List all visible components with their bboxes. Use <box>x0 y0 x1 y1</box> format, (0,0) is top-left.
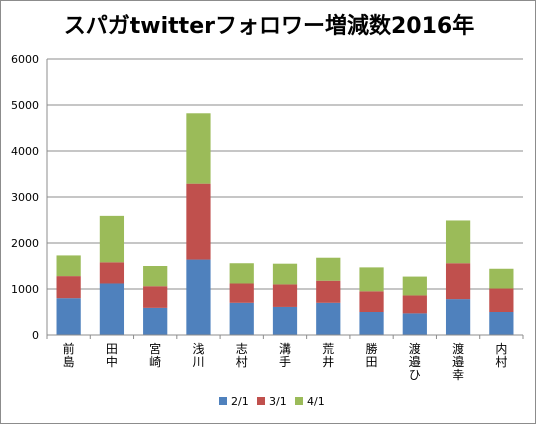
x-tick-label: 田中 <box>106 342 118 369</box>
bar-segment-3-1-0 <box>56 276 81 299</box>
legend-swatch-4-1 <box>295 397 303 405</box>
bar-segment-2-1-2 <box>143 307 168 335</box>
legend-label-4-1: 4/1 <box>307 395 325 408</box>
bar-segment-4-1-6 <box>316 257 341 281</box>
bars <box>56 113 514 335</box>
legend: 2/1 3/1 4/1 <box>219 395 325 408</box>
bar-segment-4-1-0 <box>56 255 81 277</box>
x-tick-label: 渡邉ひ <box>409 341 421 382</box>
bar-segment-4-1-10 <box>489 268 514 289</box>
bar-segment-3-1-2 <box>143 286 168 308</box>
chart-title: スパガtwitterフォロワー増減数2016年 <box>64 13 474 39</box>
legend-label-3-1: 3/1 <box>269 395 287 408</box>
bar-segment-2-1-4 <box>229 302 254 335</box>
x-tick-label: 荒井 <box>322 342 334 369</box>
x-axis: 前島 田中 宮崎 浅川 志村 溝手 荒井 勝田 渡邉ひ 渡邉幸 内村 <box>46 334 524 382</box>
bar-segment-4-1-7 <box>359 267 384 292</box>
bar-segment-2-1-7 <box>359 312 384 335</box>
bar-segment-2-1-5 <box>272 306 298 335</box>
bar-segment-4-1-9 <box>445 220 471 264</box>
bar-segment-3-1-4 <box>229 283 254 303</box>
bar-segment-3-1-7 <box>359 291 384 312</box>
bar-segment-2-1-8 <box>402 313 427 335</box>
bar-segment-2-1-0 <box>56 298 81 335</box>
bar-segment-2-1-6 <box>316 302 341 335</box>
y-tick-label: 3000 <box>11 191 39 204</box>
bar-segment-3-1-9 <box>445 263 471 300</box>
bar-segment-4-1-5 <box>272 263 298 285</box>
x-tick-label: 勝田 <box>366 341 378 369</box>
legend-label-2-1: 2/1 <box>231 395 249 408</box>
bar-segment-4-1-3 <box>186 113 211 184</box>
bar-segment-4-1-8 <box>402 276 427 296</box>
y-tick-label: 6000 <box>11 53 39 66</box>
bar-segment-3-1-8 <box>402 295 427 314</box>
x-tick-label: 浅川 <box>192 342 204 369</box>
x-tick-label: 志村 <box>236 342 248 369</box>
y-tick-label: 4000 <box>11 145 39 158</box>
y-axis: 0 1000 2000 3000 4000 5000 6000 <box>11 53 48 342</box>
bar-segment-3-1-6 <box>316 280 341 303</box>
bar-segment-4-1-1 <box>99 215 125 263</box>
bar-segment-2-1-10 <box>489 312 514 335</box>
bar-segment-4-1-4 <box>229 263 254 284</box>
x-tick-label: 宮崎 <box>149 341 161 369</box>
bar-segment-2-1-9 <box>445 299 471 335</box>
bar-segment-2-1-3 <box>186 259 211 335</box>
x-tick-label: 溝手 <box>279 342 291 369</box>
bar-segment-4-1-2 <box>143 266 168 287</box>
bar-segment-3-1-10 <box>489 288 514 312</box>
y-tick-label: 0 <box>32 329 39 342</box>
bar-segment-2-1-1 <box>99 283 125 335</box>
x-tick-label: 渡邉幸 <box>452 341 464 382</box>
bar-segment-3-1-3 <box>186 183 211 260</box>
bar-segment-3-1-5 <box>272 284 298 307</box>
gridlines <box>47 58 523 336</box>
y-tick-label: 1000 <box>11 283 39 296</box>
y-tick-label: 2000 <box>11 237 39 250</box>
legend-swatch-2-1 <box>219 397 227 405</box>
x-tick-label: 前島 <box>63 341 75 369</box>
y-tick-label: 5000 <box>11 99 39 112</box>
legend-swatch-3-1 <box>257 397 265 405</box>
x-tick-label: 内村 <box>495 342 507 369</box>
bar-segment-3-1-1 <box>99 262 125 284</box>
